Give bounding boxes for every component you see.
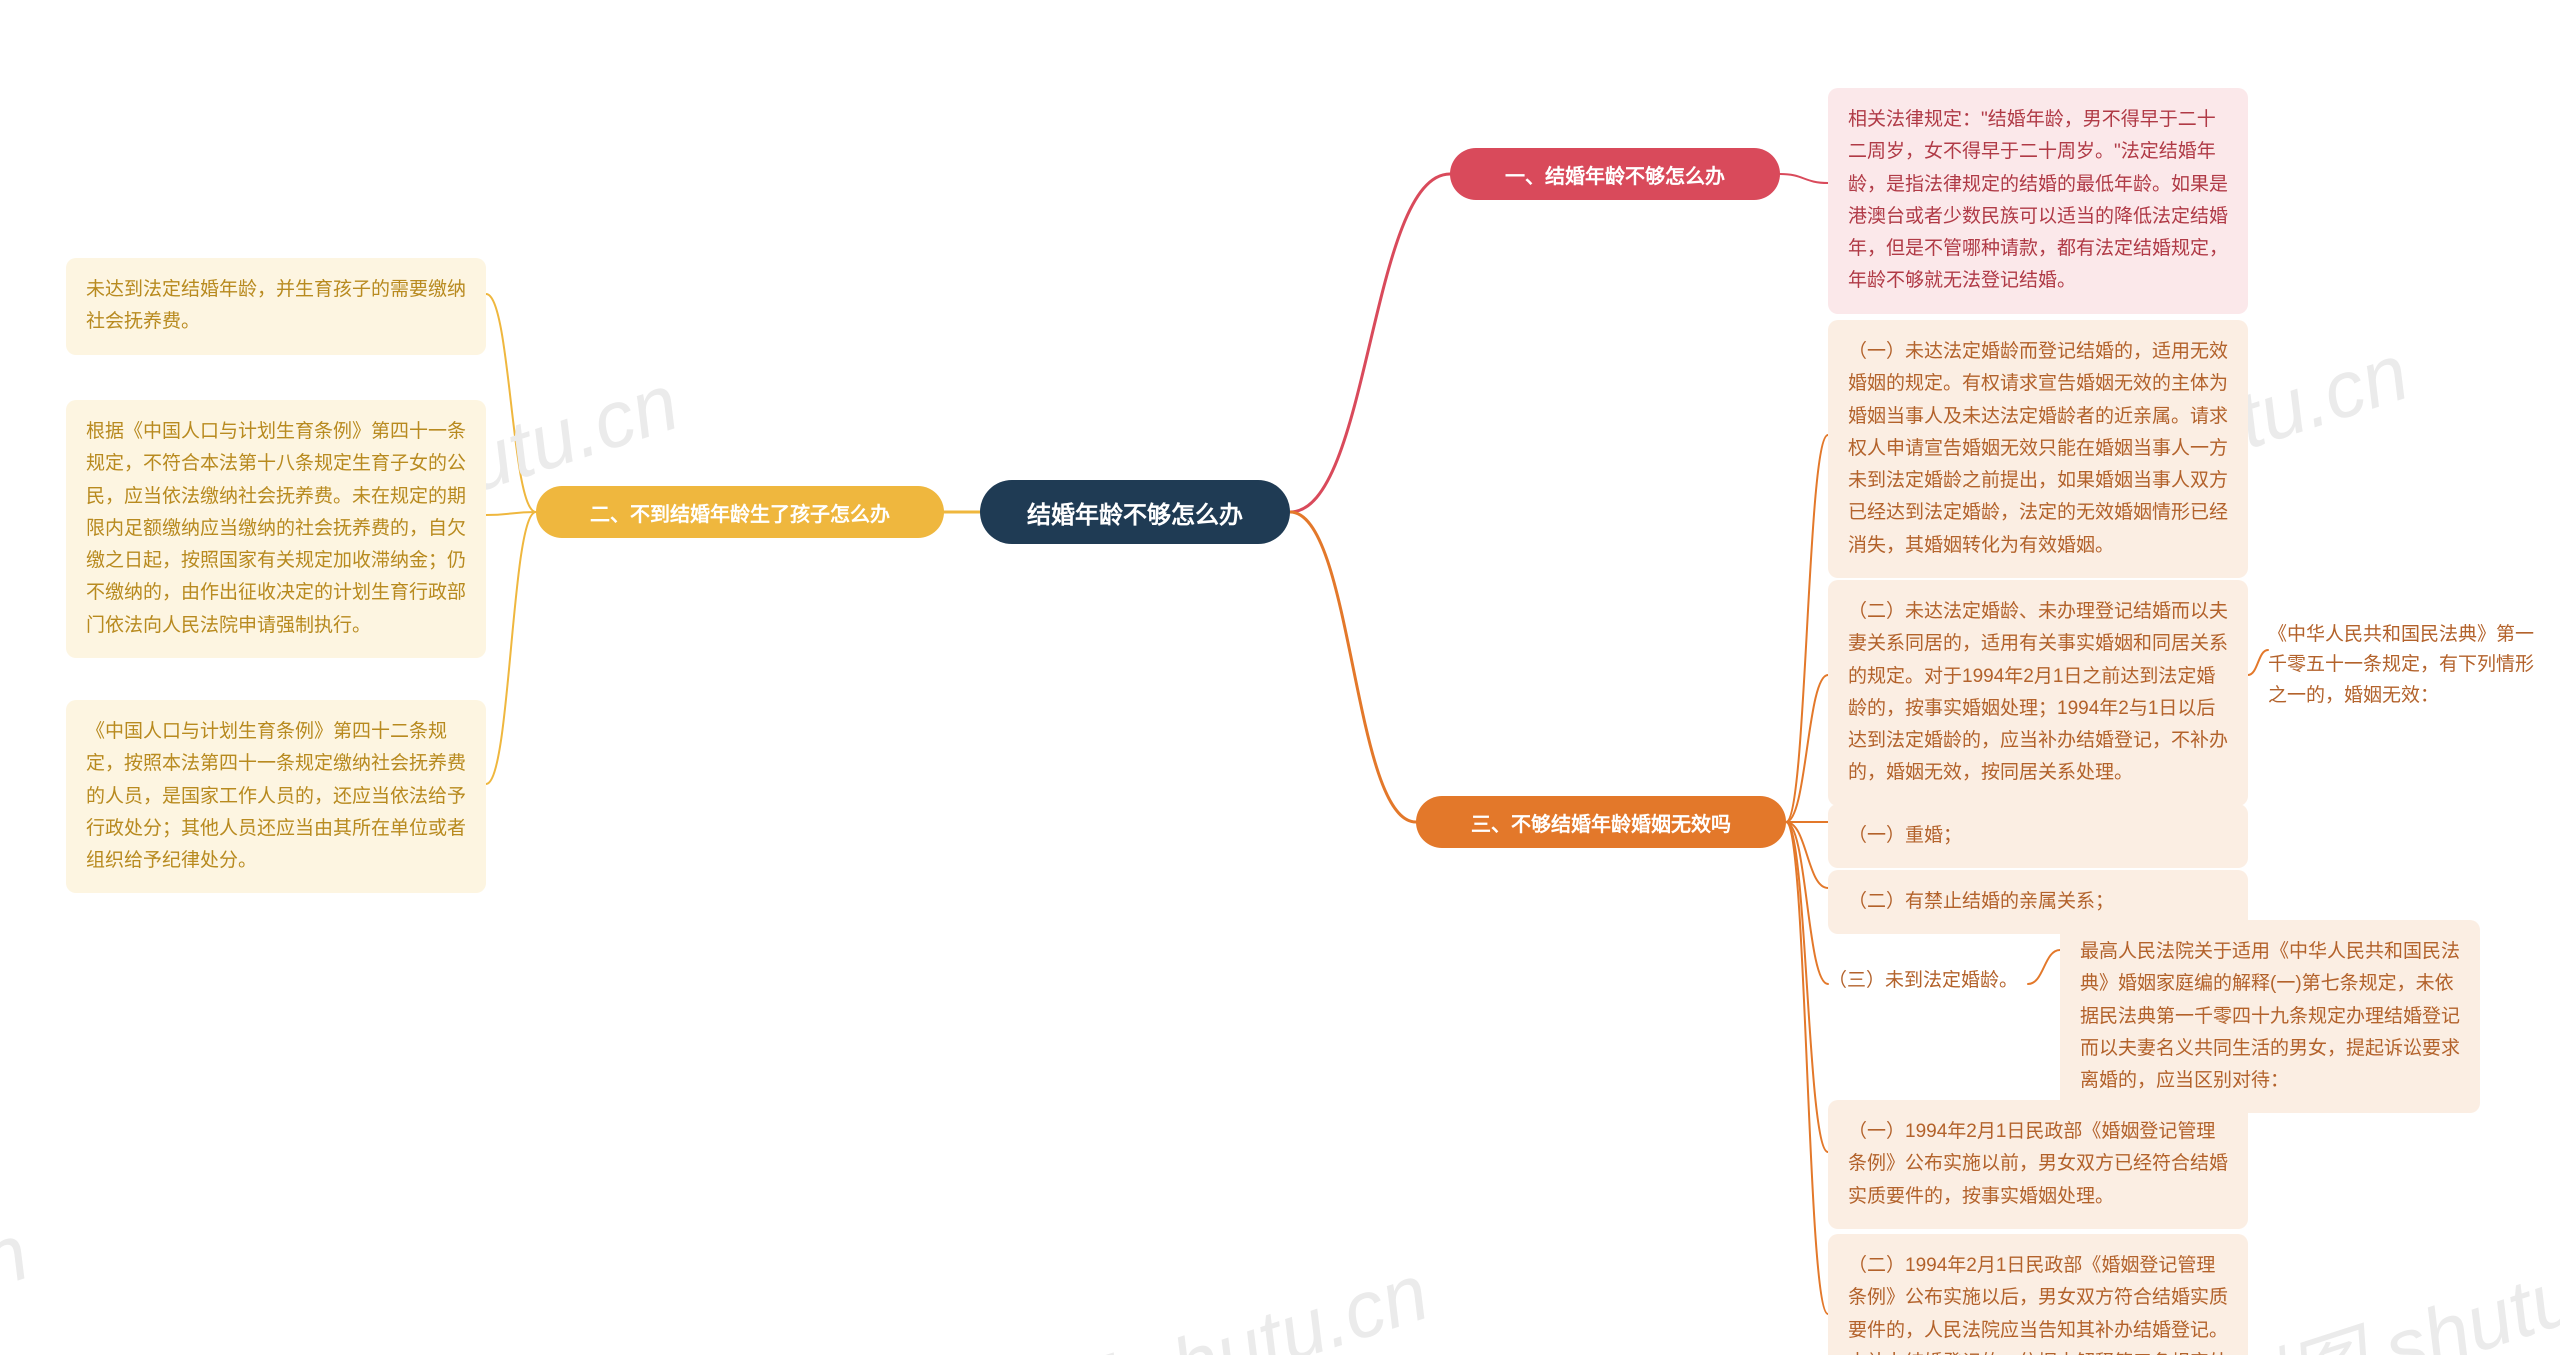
branch-node[interactable]: 一、结婚年龄不够怎么办 <box>1450 148 1780 200</box>
branch-node[interactable]: 三、不够结婚年龄婚姻无效吗 <box>1416 796 1786 848</box>
watermark: 树图 shutu.cn <box>0 1188 41 1355</box>
leaf-label[interactable]: （三）未到法定婚龄。 <box>1828 966 2028 996</box>
leaf-card[interactable]: （一）重婚； <box>1828 804 2248 868</box>
leaf-card[interactable]: （一）1994年2月1日民政部《婚姻登记管理条例》公布实施以前，男女双方已经符合… <box>1828 1100 2248 1229</box>
root-node[interactable]: 结婚年龄不够怎么办 <box>980 480 1290 544</box>
leaf-card[interactable]: 根据《中国人口与计划生育条例》第四十一条规定，不符合本法第十八条规定生育子女的公… <box>66 400 486 658</box>
leaf-card[interactable]: （二）1994年2月1日民政部《婚姻登记管理条例》公布实施以后，男女双方符合结婚… <box>1828 1234 2248 1355</box>
branch-node[interactable]: 二、不到结婚年龄生了孩子怎么办 <box>536 486 944 538</box>
leaf-card[interactable]: 相关法律规定："结婚年龄，男不得早于二十二周岁，女不得早于二十周岁。"法定结婚年… <box>1828 88 2248 314</box>
leaf-card[interactable]: （一）未达法定婚龄而登记结婚的，适用无效婚姻的规定。有权请求宣告婚姻无效的主体为… <box>1828 320 2248 578</box>
leaf-note: 最高人民法院关于适用《中华人民共和国民法典》婚姻家庭编的解释(一)第七条规定，未… <box>2060 920 2480 1113</box>
leaf-card[interactable]: 未达到法定结婚年龄，并生育孩子的需要缴纳社会抚养费。 <box>66 258 486 355</box>
leaf-note: 《中华人民共和国民法典》第一千零五十一条规定，有下列情形之一的，婚姻无效： <box>2268 620 2548 711</box>
mindmap-canvas: 树图 shutu.cn树图 shutu.cn树图 shutu.cn树图 shut… <box>0 0 2560 1355</box>
watermark: 树图 shutu.cn <box>944 1228 1441 1355</box>
watermark: 树图 shutu.cn <box>2194 1198 2560 1355</box>
leaf-card[interactable]: （二）未达法定婚龄、未办理登记结婚而以夫妻关系同居的，适用有关事实婚姻和同居关系… <box>1828 580 2248 806</box>
leaf-card[interactable]: 《中国人口与计划生育条例》第四十二条规定，按照本法第四十一条规定缴纳社会抚养费的… <box>66 700 486 893</box>
